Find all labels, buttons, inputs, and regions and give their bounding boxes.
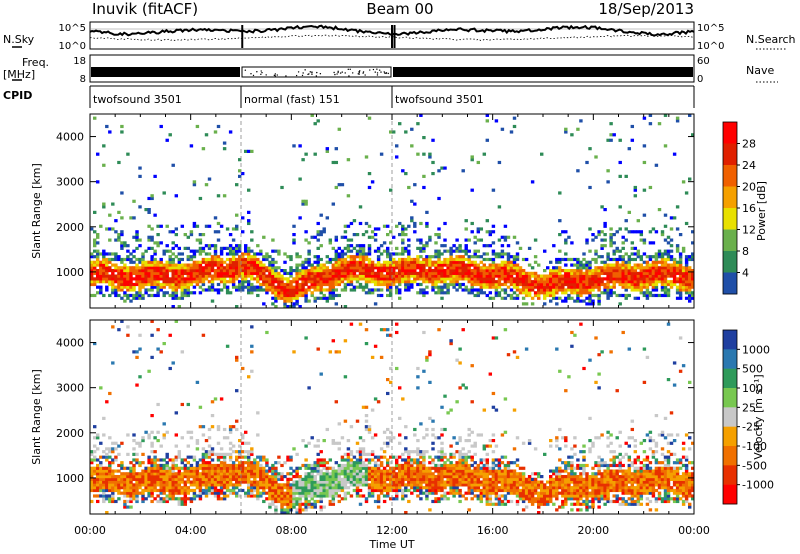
power-colorbar-swatch-4 xyxy=(723,208,737,230)
vel-colorbar-tick-4: -25 xyxy=(742,421,760,434)
vel-colorbar-swatch-7 xyxy=(723,465,737,485)
vel-colorbar-swatch-4 xyxy=(723,407,737,427)
cpid-label: CPID xyxy=(3,89,32,102)
vel-colorbar-tick-0: 1000 xyxy=(742,343,770,356)
power-colorbar-tick-0: 4 xyxy=(742,267,749,280)
power-ytick-2: 3000 xyxy=(56,176,84,189)
time-tick-1: 04:00 xyxy=(175,524,207,537)
power-panel: 1000 2000 3000 4000 Slant Range [km] xyxy=(30,113,695,309)
power-colorbar-tick-2: 12 xyxy=(742,224,756,237)
nsearch-tick-bottom: 10^0 xyxy=(697,41,724,52)
beam-title: Beam 00 xyxy=(366,0,433,18)
nave-label: Nave xyxy=(746,64,774,77)
power-colorbar-swatch-7 xyxy=(723,272,737,295)
time-tick-3: 12:00 xyxy=(376,524,408,537)
cpid-segment-1: normal (fast) 151 xyxy=(244,93,340,106)
nave-tick-bottom: 0 xyxy=(697,74,703,85)
vel-colorbar-tick-7: -1000 xyxy=(742,479,774,492)
freq-unit: [MHz] xyxy=(3,68,35,81)
power-ylabel: Slant Range [km] xyxy=(30,163,43,259)
power-colorbar-swatch-5 xyxy=(723,229,737,252)
nave-tick-top: 60 xyxy=(697,56,710,67)
freq-tick-bottom: 8 xyxy=(80,74,86,85)
time-tick-5: 20:00 xyxy=(577,524,609,537)
vel-colorbar-swatch-6 xyxy=(723,446,737,466)
vel-ytick-0: 1000 xyxy=(56,472,84,485)
power-colorbar-tick-1: 8 xyxy=(742,245,749,258)
velocity-panel: 1000 2000 3000 4000 Slant Range [km] xyxy=(30,319,695,515)
time-tick-0: 00:00 xyxy=(74,524,106,537)
freq-bar-2 xyxy=(393,67,693,77)
velocity-ylabel: Slant Range [km] xyxy=(30,369,43,465)
power-colorbar-tick-6: 28 xyxy=(742,138,756,151)
vel-colorbar-swatch-0 xyxy=(723,330,737,350)
time-tick-2: 08:00 xyxy=(275,524,307,537)
freq-panel: Freq. [MHz] 18 8 60 0 Nave xyxy=(3,54,778,85)
nsky-tick-bottom: 10^0 xyxy=(59,41,86,52)
power-ytick-3: 4000 xyxy=(56,131,84,144)
time-tick-6: 00:00 xyxy=(678,524,710,537)
power-ytick-0: 1000 xyxy=(56,266,84,279)
vel-colorbar-swatch-2 xyxy=(723,368,737,389)
power-colorbar-swatch-1 xyxy=(723,143,737,166)
station-title: Inuvik (fitACF) xyxy=(92,0,198,18)
velocity-heatmap-cells xyxy=(90,319,695,515)
power-colorbar-tick-5: 24 xyxy=(742,159,756,172)
freq-tick-top: 18 xyxy=(73,56,86,67)
nsky-tick-top: 10^5 xyxy=(59,23,86,34)
time-tick-4: 16:00 xyxy=(477,524,509,537)
time-axis-label: Time UT xyxy=(368,538,414,551)
power-colorbar-swatch-3 xyxy=(723,186,737,209)
vel-colorbar-swatch-5 xyxy=(723,426,737,447)
vel-colorbar-tick-3: 25 xyxy=(742,401,756,414)
nsky-panel: N.Sky 10^5 10^0 10^5 10^0 N.Search xyxy=(3,21,796,52)
power-colorbar-tick-3: 16 xyxy=(742,202,756,215)
nsearch-label: N.Search xyxy=(746,33,796,46)
nsearch-trace xyxy=(89,34,695,41)
power-colorbar-swatch-2 xyxy=(723,165,737,187)
freq-bar-1 xyxy=(241,66,392,78)
velocity-colorbar: 1000 500 100 25 -25 -100 -500 -1000 Velocity [m… xyxy=(722,329,774,505)
vel-ytick-1: 2000 xyxy=(56,427,84,440)
cpid-segment-2: twofsound 3501 xyxy=(395,93,484,106)
vel-ytick-2: 3000 xyxy=(56,382,84,395)
vel-colorbar-tick-6: -500 xyxy=(742,459,767,472)
velocity-colorbar-label: Velocity [m s⁻¹] xyxy=(752,374,765,459)
power-heatmap-cells xyxy=(90,113,695,309)
freq-bars xyxy=(91,66,693,78)
freq-label: Freq. xyxy=(22,56,49,69)
cpid-row: CPID twofsound 3501 normal (fast) 151 twof… xyxy=(3,85,695,108)
vel-ytick-3: 4000 xyxy=(56,337,84,350)
vel-colorbar-tick-5: -100 xyxy=(742,440,767,453)
vel-colorbar-tick-2: 100 xyxy=(742,382,763,395)
nsearch-tick-top: 10^5 xyxy=(697,23,724,34)
power-colorbar-tick-4: 20 xyxy=(742,181,756,194)
power-ytick-1: 2000 xyxy=(56,221,84,234)
nsky-label: N.Sky xyxy=(3,33,35,46)
power-colorbar-swatch-0 xyxy=(723,122,737,144)
freq-bar-0 xyxy=(91,67,240,77)
cpid-segment-0: twofsound 3501 xyxy=(93,93,182,106)
vel-colorbar-tick-1: 500 xyxy=(742,363,763,376)
nsky-dropouts xyxy=(241,25,396,48)
vel-colorbar-swatch-3 xyxy=(723,388,737,408)
power-colorbar-label: Power [dB] xyxy=(755,181,768,241)
vel-colorbar-swatch-8 xyxy=(723,484,737,505)
power-colorbar: 4 8 12 16 20 24 28 Power [dB] xyxy=(722,121,768,295)
date-title: 18/Sep/2013 xyxy=(598,0,694,18)
vel-colorbar-swatch-1 xyxy=(723,349,737,369)
power-colorbar-swatch-6 xyxy=(723,251,737,273)
